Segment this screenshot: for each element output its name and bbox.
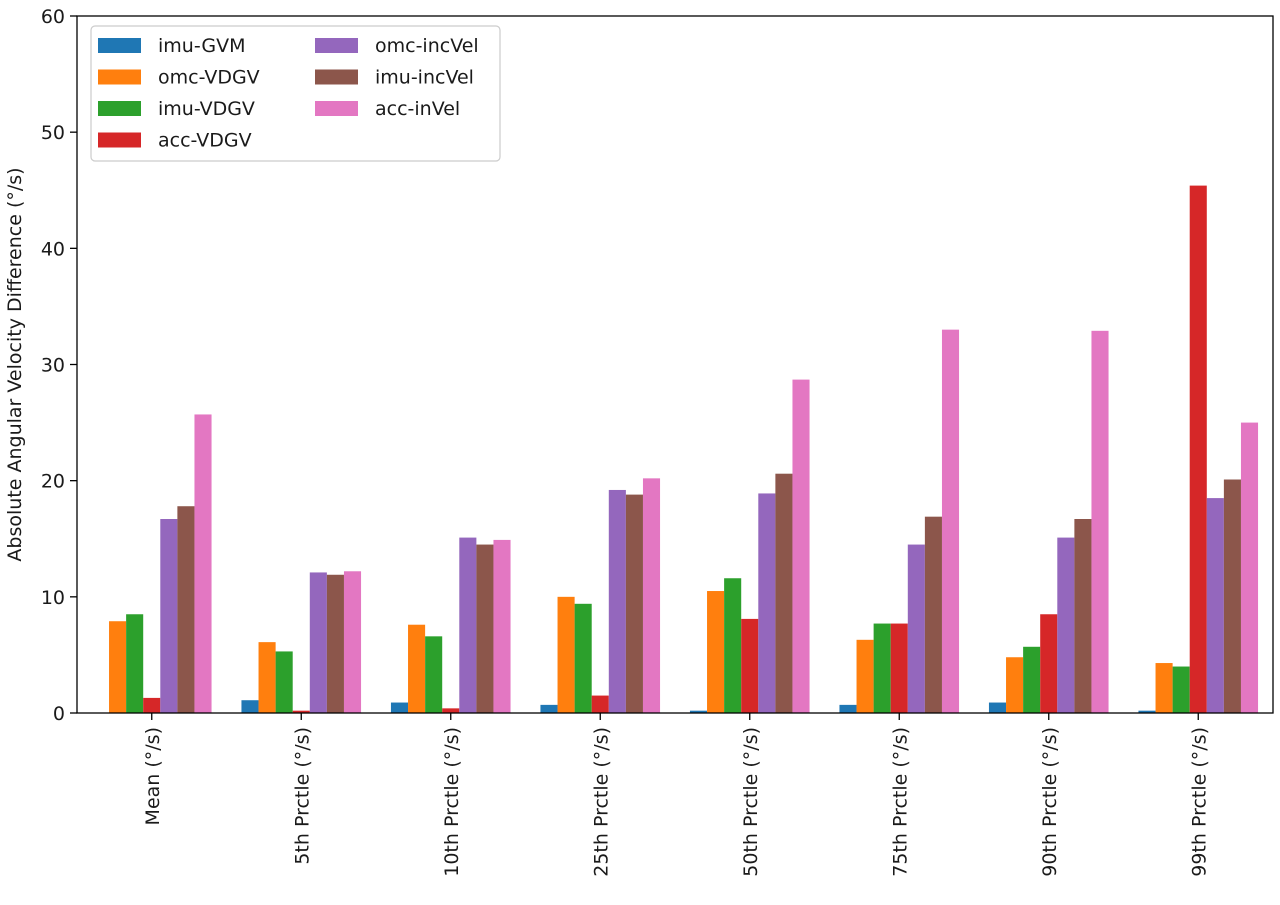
bar-acc-VDGV-0	[143, 697, 161, 713]
bar-imu-GVM-3	[540, 704, 558, 713]
bar-imu-GVM-1	[241, 700, 259, 713]
bar-omc-VDGV-3	[557, 596, 575, 713]
bars-layer	[109, 185, 1259, 713]
bar-imu-VDGV-7	[1172, 666, 1190, 713]
bar-imu-GVM-4	[689, 710, 708, 713]
legend-swatch-omc-VDGV	[98, 69, 141, 85]
bar-acc-VDGV-5	[890, 623, 908, 713]
bar-omc-incVel-1	[309, 572, 327, 713]
x-tick-label: Mean (°/s)	[142, 727, 164, 825]
legend-label-imu-incVel: imu-incVel	[375, 67, 474, 89]
bar-omc-VDGV-1	[258, 642, 276, 713]
x-tick-label: 75th Prctle (°/s)	[889, 727, 911, 877]
bar-acc-inVel-3	[642, 478, 661, 713]
legend-swatch-imu-incVel	[315, 69, 358, 85]
legend-swatch-acc-VDGV	[98, 132, 141, 148]
y-tick-label: 20	[41, 471, 65, 493]
bar-imu-incVel-6	[1074, 519, 1092, 713]
bar-imu-VDGV-5	[873, 623, 891, 713]
legend: imu-GVM omc-VDGV imu-VDGV acc-VDGV omc-incVe…	[90, 25, 501, 162]
bar-acc-inVel-4	[792, 379, 810, 713]
bar-omc-incVel-2	[459, 537, 477, 713]
legend-label-omc-incVel: omc-incVel	[375, 35, 479, 57]
y-tick-label: 30	[41, 355, 65, 377]
bar-omc-VDGV-6	[1006, 657, 1024, 713]
bar-imu-VDGV-6	[1023, 646, 1041, 713]
bar-omc-incVel-6	[1057, 537, 1075, 713]
x-tick-label: 25th Prctle (°/s)	[590, 727, 612, 877]
legend-swatch-imu-GVM	[98, 38, 141, 53]
legend-swatch-omc-incVel	[315, 38, 358, 53]
y-axis-label: Absolute Angular Velocity Difference (°/…	[4, 167, 26, 561]
bar-imu-incVel-2	[476, 544, 494, 713]
bar-acc-inVel-2	[493, 539, 511, 713]
bar-acc-VDGV-6	[1040, 614, 1058, 713]
legend-frame	[90, 25, 501, 162]
bar-omc-VDGV-0	[109, 621, 127, 713]
bar-omc-incVel-7	[1206, 498, 1224, 713]
x-tick-label: 90th Prctle (°/s)	[1039, 727, 1061, 877]
y-tick-label: 0	[53, 703, 65, 725]
bar-imu-VDGV-2	[425, 636, 443, 713]
legend-swatch-imu-VDGV	[98, 101, 141, 116]
bar-imu-VDGV-4	[724, 578, 742, 713]
x-tick-label: 50th Prctle (°/s)	[740, 727, 762, 877]
bar-acc-inVel-5	[941, 329, 960, 713]
bar-omc-incVel-5	[907, 544, 925, 713]
bar-omc-VDGV-7	[1155, 663, 1173, 713]
x-tick-label: 10th Prctle (°/s)	[441, 727, 463, 877]
bar-imu-incVel-0	[177, 506, 195, 713]
legend-label-omc-VDGV: omc-VDGV	[158, 67, 260, 89]
bar-acc-VDGV-2	[442, 708, 460, 713]
bar-imu-incVel-1	[326, 574, 344, 713]
bar-omc-incVel-3	[608, 489, 626, 713]
bar-imu-GVM-6	[988, 702, 1007, 713]
bar-omc-VDGV-5	[856, 639, 874, 713]
bar-imu-VDGV-1	[275, 651, 293, 713]
bar-imu-incVel-5	[924, 516, 942, 713]
bar-acc-inVel-0	[194, 414, 212, 713]
bar-acc-VDGV-1	[292, 710, 310, 713]
bar-omc-VDGV-4	[707, 591, 725, 713]
legend-label-acc-inVel: acc-inVel	[375, 98, 460, 120]
bar-imu-VDGV-0	[126, 614, 144, 713]
bar-imu-VDGV-3	[574, 603, 592, 713]
bar-imu-incVel-3	[625, 494, 643, 713]
bar-acc-inVel-6	[1091, 330, 1109, 713]
bar-omc-incVel-4	[758, 493, 776, 713]
y-tick-label: 50	[41, 122, 65, 144]
bar-imu-GVM-5	[839, 704, 857, 713]
legend-swatch-acc-inVel	[315, 101, 358, 116]
bar-acc-inVel-1	[343, 571, 362, 713]
bar-imu-GVM-2	[390, 702, 409, 713]
y-tick-label: 60	[41, 6, 65, 28]
y-axis: 0 10 20 30 40 50 60	[41, 6, 77, 725]
bar-acc-VDGV-7	[1189, 185, 1207, 713]
bar-omc-VDGV-2	[408, 624, 426, 713]
bar-acc-VDGV-3	[591, 695, 609, 713]
legend-label-imu-VDGV: imu-VDGV	[158, 98, 255, 120]
x-axis: Mean (°/s) 5th Prctle (°/s) 10th Prctle (°…	[142, 713, 1210, 877]
bar-acc-inVel-7	[1240, 422, 1259, 713]
x-tick-label: 99th Prctle (°/s)	[1188, 727, 1210, 877]
x-tick-label: 5th Prctle (°/s)	[291, 727, 313, 865]
y-tick-label: 40	[41, 238, 65, 260]
bar-acc-VDGV-4	[741, 618, 759, 713]
bar-imu-GVM-7	[1138, 710, 1156, 713]
bar-imu-incVel-7	[1223, 479, 1241, 713]
legend-label-imu-GVM: imu-GVM	[158, 35, 246, 57]
y-tick-label: 10	[41, 587, 65, 609]
bar-imu-incVel-4	[775, 473, 793, 713]
bar-omc-incVel-0	[160, 519, 178, 713]
legend-label-acc-VDGV: acc-VDGV	[158, 130, 252, 152]
